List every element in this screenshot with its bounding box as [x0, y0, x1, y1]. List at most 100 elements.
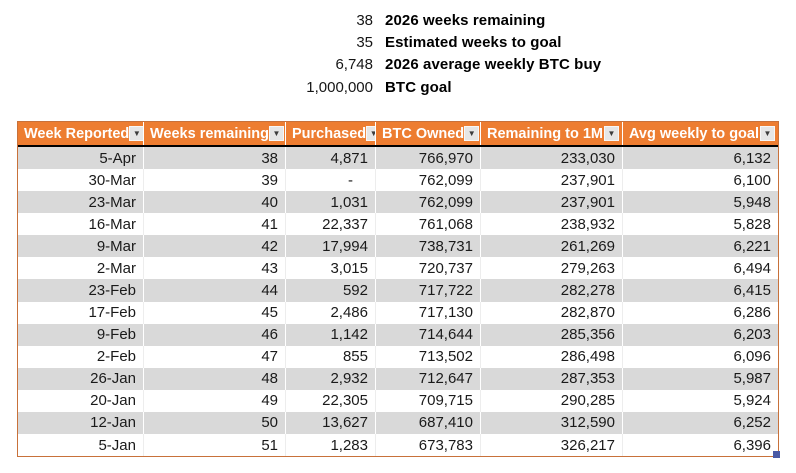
cell[interactable]: 2-Mar — [18, 257, 144, 280]
table-resize-handle[interactable] — [773, 451, 780, 458]
cell[interactable]: 46 — [144, 323, 286, 346]
filter-dropdown-button[interactable]: ▼ — [604, 126, 619, 141]
cell[interactable]: 5,924 — [733, 392, 771, 410]
cell[interactable]: 47 — [144, 345, 286, 368]
cell[interactable]: 23-Mar — [18, 191, 144, 214]
cell[interactable]: 720,737 — [376, 257, 481, 280]
column-header-avg-weekly-to-goal[interactable]: Avg weekly to goal ▼ — [623, 122, 778, 145]
column-header-purchased[interactable]: Purchased▼ — [286, 122, 376, 145]
cell[interactable]: 50 — [144, 411, 286, 435]
cell[interactable]: 17-Feb — [18, 301, 144, 324]
filter-dropdown-button[interactable]: ▼ — [269, 126, 285, 141]
column-header-label: Weeks remaining — [150, 125, 270, 142]
cell[interactable]: 5,987 — [733, 370, 771, 388]
cell[interactable]: 9-Mar — [18, 235, 144, 258]
cell[interactable]: 20-Jan — [18, 389, 144, 412]
filter-dropdown-button[interactable]: ▼ — [366, 126, 375, 141]
cell[interactable]: 286,498 — [481, 345, 623, 368]
cell[interactable]: 592 — [286, 279, 376, 302]
cell[interactable]: 6,096 — [733, 348, 771, 366]
cell[interactable]: 3,015 — [286, 257, 376, 280]
cell[interactable]: 717,722 — [376, 279, 481, 302]
cell[interactable]: 714,644 — [376, 323, 481, 346]
cell[interactable]: 326,217 — [481, 434, 623, 457]
cell[interactable]: 1,283 — [286, 434, 376, 457]
cell[interactable]: 6,494 — [733, 259, 771, 277]
cell[interactable]: 2,486 — [286, 301, 376, 324]
cell[interactable]: 6,203 — [733, 326, 771, 344]
cell[interactable]: 282,278 — [481, 279, 623, 302]
cell[interactable]: 17,994 — [286, 235, 376, 258]
cell[interactable]: 282,870 — [481, 301, 623, 324]
cell[interactable]: 855 — [286, 345, 376, 368]
cell[interactable]: 709,715 — [376, 389, 481, 412]
cell[interactable]: 2-Feb — [18, 345, 144, 368]
cell[interactable]: 762,099 — [376, 169, 481, 192]
cell[interactable]: 6,252 — [733, 414, 771, 432]
cell[interactable]: 762,099 — [376, 191, 481, 214]
cell[interactable]: 290,285 — [481, 389, 623, 412]
cell[interactable]: 6,100 — [733, 171, 771, 189]
cell[interactable]: 6,396 — [733, 436, 771, 454]
filter-dropdown-button[interactable]: ▼ — [129, 126, 143, 141]
table-row: 16-Mar 41 22,337 761,068 238,932 5,828 — [18, 213, 778, 236]
cell[interactable]: 1,031 — [286, 191, 376, 214]
cell[interactable]: 9-Feb — [18, 323, 144, 346]
cell[interactable]: 761,068 — [376, 213, 481, 236]
cell[interactable]: 1,142 — [286, 323, 376, 346]
cell[interactable]: 6,221 — [733, 237, 771, 255]
cell[interactable]: 40 — [144, 191, 286, 214]
column-header-week-reported[interactable]: Week Reported ▼ — [18, 122, 144, 145]
cell[interactable]: 287,353 — [481, 367, 623, 390]
cell[interactable]: 42 — [144, 235, 286, 258]
cell[interactable]: 285,356 — [481, 323, 623, 346]
cell[interactable]: 4,871 — [286, 147, 376, 170]
cell[interactable]: 237,901 — [481, 169, 623, 192]
cell[interactable]: 23-Feb — [18, 279, 144, 302]
cell[interactable]: 712,647 — [376, 367, 481, 390]
cell[interactable]: 49 — [144, 389, 286, 412]
cell[interactable]: 312,590 — [481, 411, 623, 435]
cell[interactable]: 237,901 — [481, 191, 623, 214]
filter-dropdown-button[interactable]: ▼ — [760, 126, 775, 141]
cell[interactable]: 12-Jan — [18, 411, 144, 435]
cell[interactable]: 22,305 — [286, 389, 376, 412]
cell[interactable]: 6,415 — [733, 282, 771, 299]
column-header-btc-owned[interactable]: BTC Owned ▼ — [376, 122, 481, 145]
table-row: 23-Feb 44 592 717,722 282,278 6,415 — [18, 279, 778, 302]
cell[interactable]: 5,948 — [733, 193, 771, 211]
cell[interactable]: 6,286 — [733, 304, 771, 322]
column-header-weeks-remaining[interactable]: Weeks remaining ▼ — [144, 122, 286, 145]
cell[interactable]: 713,502 — [376, 345, 481, 368]
cell[interactable]: 41 — [144, 213, 286, 236]
cell[interactable]: 39 — [144, 169, 286, 192]
cell[interactable]: 43 — [144, 257, 286, 280]
cell[interactable]: 5-Apr — [18, 147, 144, 170]
cell[interactable]: 44 — [144, 279, 286, 302]
cell[interactable]: 738,731 — [376, 235, 481, 258]
cell[interactable]: 717,130 — [376, 301, 481, 324]
cell[interactable]: 5-Jan — [18, 434, 144, 457]
cell[interactable]: 48 — [144, 367, 286, 390]
filter-dropdown-button[interactable]: ▼ — [464, 126, 480, 141]
cell[interactable]: 279,263 — [481, 257, 623, 280]
cell[interactable]: 6,132 — [733, 149, 771, 167]
cell[interactable]: 22,337 — [286, 213, 376, 236]
cell[interactable]: 2,932 — [286, 367, 376, 390]
cell[interactable]: 238,932 — [481, 213, 623, 236]
cell[interactable]: 261,269 — [481, 235, 623, 258]
cell[interactable]: 16-Mar — [18, 213, 144, 236]
cell[interactable]: 687,410 — [376, 411, 481, 435]
column-header-remaining-to-1m[interactable]: Remaining to 1M ▼ — [481, 122, 623, 145]
cell[interactable]: 13,627 — [286, 411, 376, 435]
cell[interactable]: 766,970 — [376, 147, 481, 170]
cell[interactable]: 5,828 — [733, 215, 771, 233]
cell[interactable]: 233,030 — [481, 147, 623, 170]
cell[interactable]: 30-Mar — [18, 169, 144, 192]
cell[interactable]: 45 — [144, 301, 286, 324]
cell[interactable]: 26-Jan — [18, 367, 144, 390]
cell[interactable]: 673,783 — [376, 434, 481, 457]
cell[interactable]: - — [286, 169, 376, 192]
cell[interactable]: 38 — [144, 147, 286, 170]
cell[interactable]: 51 — [144, 434, 286, 457]
